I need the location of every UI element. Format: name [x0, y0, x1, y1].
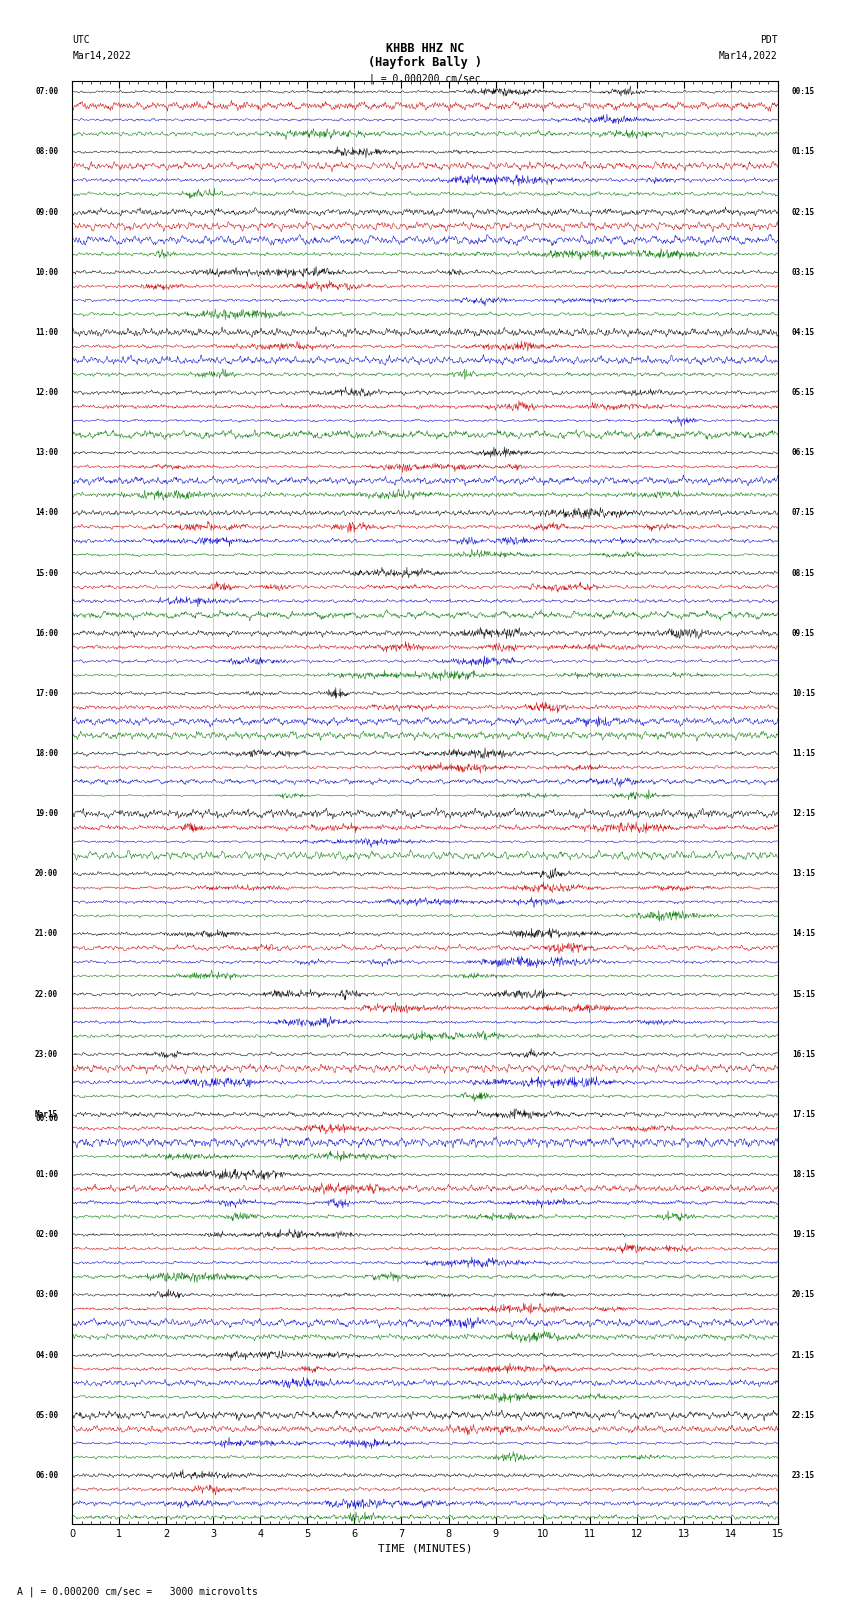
Text: 07:00: 07:00	[35, 87, 58, 97]
Text: 04:00: 04:00	[35, 1350, 58, 1360]
Text: 10:15: 10:15	[792, 689, 815, 698]
Text: 13:00: 13:00	[35, 448, 58, 456]
Text: (Hayfork Bally ): (Hayfork Bally )	[368, 56, 482, 69]
Text: 08:00: 08:00	[35, 147, 58, 156]
Text: 22:15: 22:15	[792, 1411, 815, 1419]
Text: 02:00: 02:00	[35, 1231, 58, 1239]
Text: | = 0.000200 cm/sec: | = 0.000200 cm/sec	[369, 73, 481, 84]
Text: 21:00: 21:00	[35, 929, 58, 939]
Text: 01:15: 01:15	[792, 147, 815, 156]
Text: PDT: PDT	[760, 35, 778, 45]
Text: 12:00: 12:00	[35, 389, 58, 397]
Text: 05:00: 05:00	[35, 1411, 58, 1419]
Text: 22:00: 22:00	[35, 990, 58, 998]
Text: 23:15: 23:15	[792, 1471, 815, 1479]
Text: 03:15: 03:15	[792, 268, 815, 277]
Text: 20:00: 20:00	[35, 869, 58, 879]
Text: 15:15: 15:15	[792, 990, 815, 998]
Text: 12:15: 12:15	[792, 810, 815, 818]
Text: 09:15: 09:15	[792, 629, 815, 637]
Text: Mar14,2022: Mar14,2022	[719, 52, 778, 61]
Text: 00:00: 00:00	[35, 1115, 58, 1123]
Text: 13:15: 13:15	[792, 869, 815, 879]
Text: 09:00: 09:00	[35, 208, 58, 216]
Text: 10:00: 10:00	[35, 268, 58, 277]
Text: 00:15: 00:15	[792, 87, 815, 97]
Text: Mar14,2022: Mar14,2022	[72, 52, 131, 61]
Text: UTC: UTC	[72, 35, 90, 45]
Text: 11:15: 11:15	[792, 748, 815, 758]
Text: 02:15: 02:15	[792, 208, 815, 216]
Text: 17:15: 17:15	[792, 1110, 815, 1119]
Text: 14:00: 14:00	[35, 508, 58, 518]
Text: A | = 0.000200 cm/sec =   3000 microvolts: A | = 0.000200 cm/sec = 3000 microvolts	[17, 1586, 258, 1597]
Text: 05:15: 05:15	[792, 389, 815, 397]
Text: 18:15: 18:15	[792, 1169, 815, 1179]
Text: 06:00: 06:00	[35, 1471, 58, 1479]
Text: 18:00: 18:00	[35, 748, 58, 758]
X-axis label: TIME (MINUTES): TIME (MINUTES)	[377, 1544, 473, 1553]
Text: 23:00: 23:00	[35, 1050, 58, 1058]
Text: 19:15: 19:15	[792, 1231, 815, 1239]
Text: KHBB HHZ NC: KHBB HHZ NC	[386, 42, 464, 55]
Text: Mar15: Mar15	[35, 1110, 58, 1119]
Text: 06:15: 06:15	[792, 448, 815, 456]
Text: 04:15: 04:15	[792, 327, 815, 337]
Text: 01:00: 01:00	[35, 1169, 58, 1179]
Text: 17:00: 17:00	[35, 689, 58, 698]
Text: 16:00: 16:00	[35, 629, 58, 637]
Text: 20:15: 20:15	[792, 1290, 815, 1300]
Text: 07:15: 07:15	[792, 508, 815, 518]
Text: 15:00: 15:00	[35, 568, 58, 577]
Text: 14:15: 14:15	[792, 929, 815, 939]
Text: 11:00: 11:00	[35, 327, 58, 337]
Text: 08:15: 08:15	[792, 568, 815, 577]
Text: 03:00: 03:00	[35, 1290, 58, 1300]
Text: 21:15: 21:15	[792, 1350, 815, 1360]
Text: 16:15: 16:15	[792, 1050, 815, 1058]
Text: 19:00: 19:00	[35, 810, 58, 818]
